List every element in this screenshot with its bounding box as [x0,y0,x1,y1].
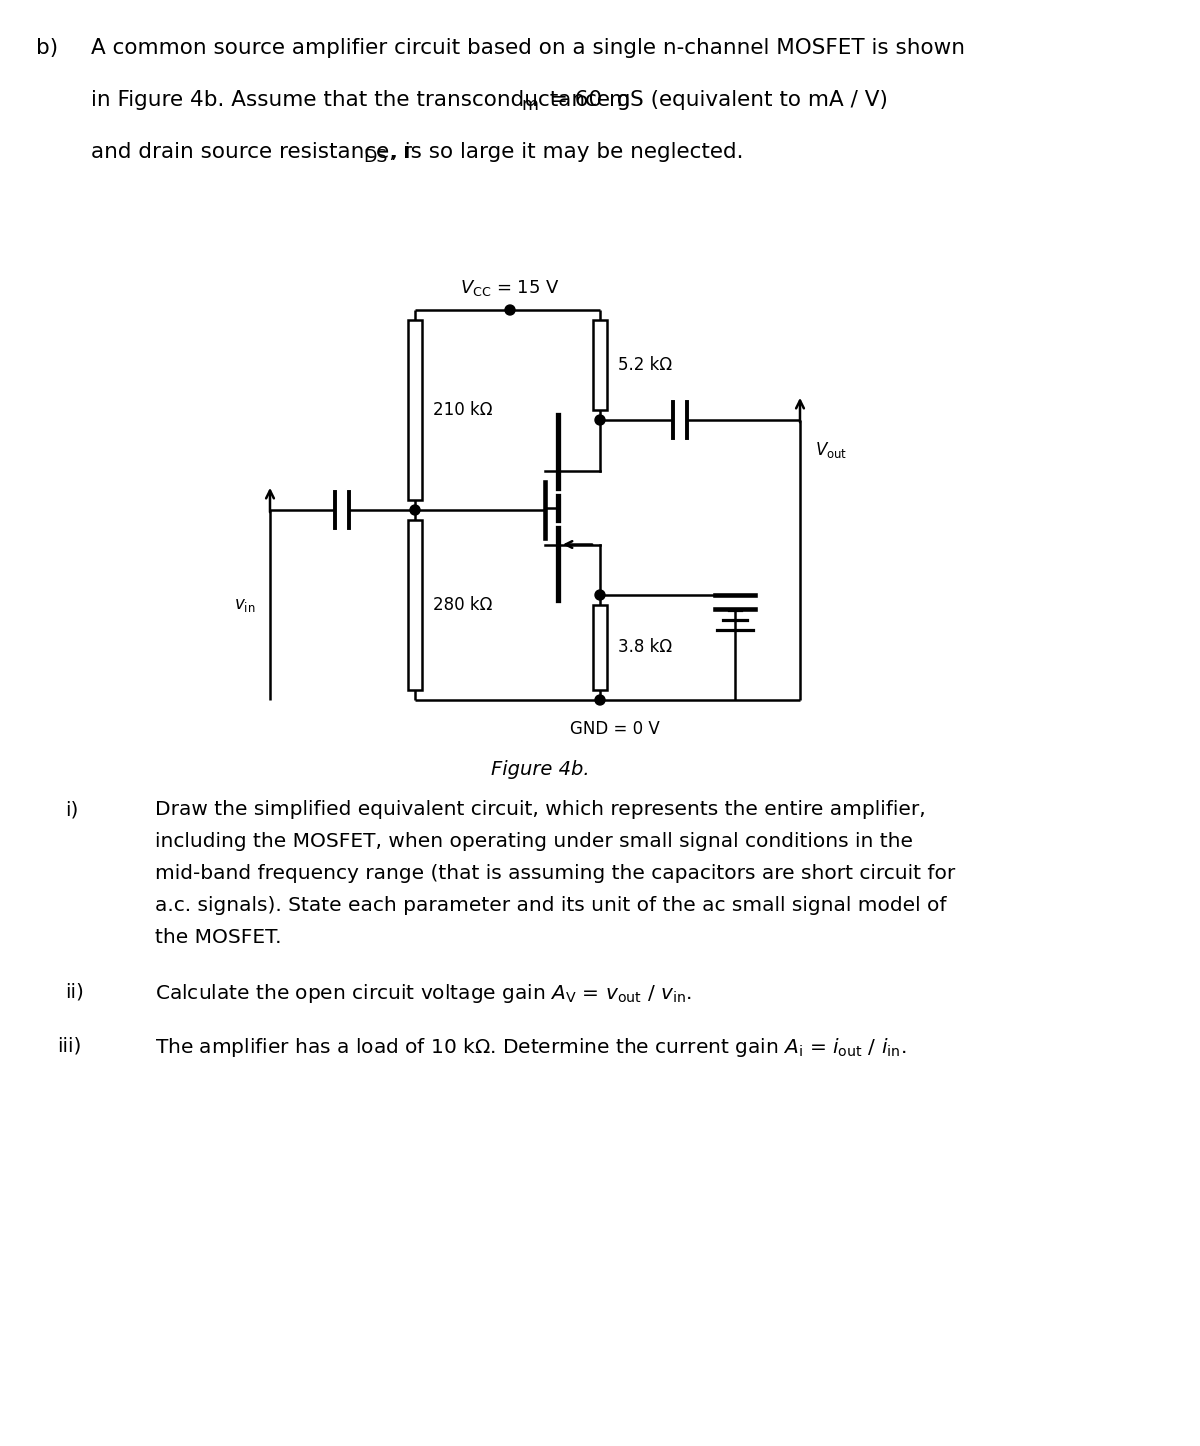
Text: Figure 4b.: Figure 4b. [491,761,589,779]
Bar [593,604,607,690]
Bar [408,521,422,690]
Text: DS: DS [364,147,388,166]
Circle shape [595,696,605,706]
Text: in Figure 4b. Assume that the transconductance g: in Figure 4b. Assume that the transcondu… [91,90,630,110]
Text: mid-band frequency range (that is assuming the capacitors are short circuit for: mid-band frequency range (that is assumi… [155,865,955,884]
Text: 280 kΩ: 280 kΩ [433,596,492,615]
Circle shape [505,305,515,315]
Text: i): i) [65,800,78,818]
Circle shape [595,590,605,600]
Text: including the MOSFET, when operating under small signal conditions in the: including the MOSFET, when operating und… [155,831,913,852]
Text: A common source amplifier circuit based on a single n-channel MOSFET is shown: A common source amplifier circuit based … [91,38,965,58]
Text: = 60 mS (equivalent to mA / V): = 60 mS (equivalent to mA / V) [542,90,888,110]
Text: Draw the simplified equivalent circuit, which represents the entire amplifier,: Draw the simplified equivalent circuit, … [155,800,925,818]
Circle shape [410,505,420,515]
Text: GND = 0 V: GND = 0 V [570,720,660,737]
Text: 3.8 kΩ: 3.8 kΩ [618,639,672,656]
Text: Calculate the open circuit voltage gain $A_{\rm V}$ = $v_{\rm out}$ / $v_{\rm in: Calculate the open circuit voltage gain … [155,982,691,1005]
Text: , is so large it may be neglected.: , is so large it may be neglected. [391,142,744,162]
Text: b): b) [36,38,58,58]
Text: ii): ii) [65,982,84,1001]
Bar [408,320,422,500]
Text: $V_{\rm out}$: $V_{\rm out}$ [815,440,847,460]
Text: $V_{\rm CC}$ = 15 V: $V_{\rm CC}$ = 15 V [460,278,560,298]
Text: 5.2 kΩ: 5.2 kΩ [618,356,672,375]
Circle shape [595,415,605,425]
Text: iii): iii) [58,1035,82,1056]
Text: the MOSFET.: the MOSFET. [155,928,282,947]
Text: The amplifier has a load of 10 k$\Omega$. Determine the current gain $A_{\rm i}$: The amplifier has a load of 10 k$\Omega$… [155,1035,906,1058]
Text: and drain source resistance, r: and drain source resistance, r [91,142,412,162]
Text: $v_{\rm in}$: $v_{\rm in}$ [234,596,256,615]
Text: 210 kΩ: 210 kΩ [433,401,492,419]
Text: m: m [521,95,538,114]
Text: a.c. signals). State each parameter and its unit of the ac small signal model of: a.c. signals). State each parameter and … [155,897,947,915]
Bar [593,320,607,411]
